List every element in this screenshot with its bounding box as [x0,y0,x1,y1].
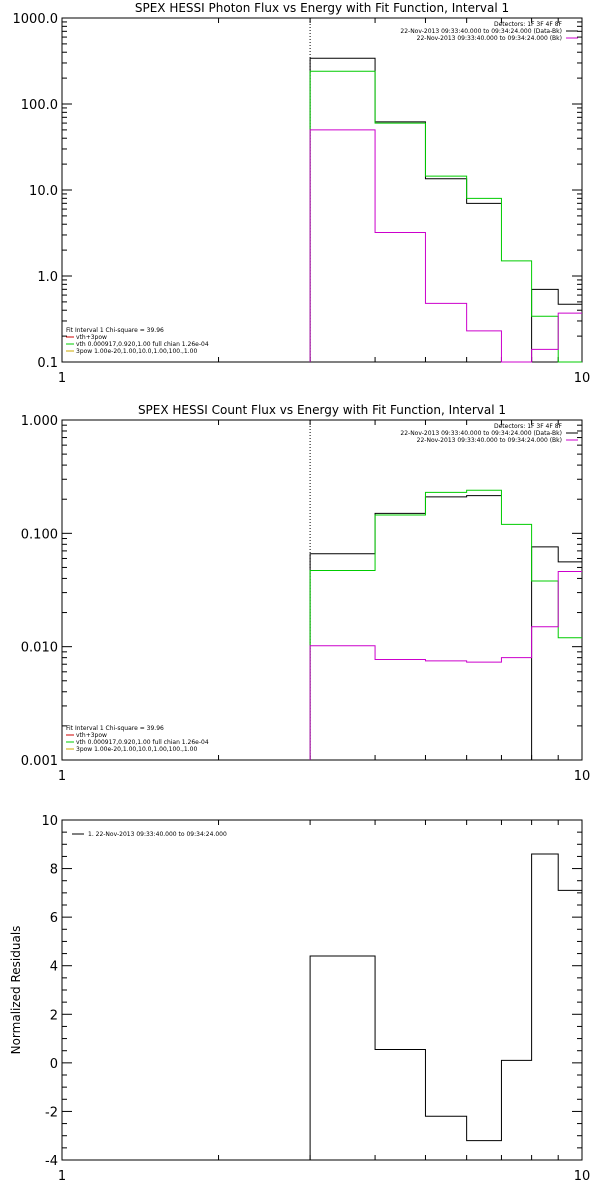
y-tick-label: 100.0 [21,98,58,113]
y-tick-label: 0.010 [21,641,58,656]
x-tick-label: 10 [574,769,591,784]
legend-text: 22-Nov-2013 09:33:40.000 to 09:34:24.000… [400,28,562,35]
fit-legend-text: vth+3pow [76,334,107,341]
fit-legend-text: 3pow 1.00e-20,1.00,10.0,1.00,100.,1.00 [76,746,197,753]
chart-panel-3: -4 -2 0 2 4 6 8 10 1 10 Normalized Residuals 1. 22-… [9,814,590,1184]
chart-title: SPEX HESSI Photon Flux vs Energy with Fi… [135,1,509,15]
y-tick-label: 1000.0 [13,12,59,27]
fit-legend-text: vth 0.000917,0.920,1.00 full chian 1.26e… [76,739,209,746]
x-tick-label: 1 [58,371,66,386]
x-tick-label: 1 [58,1169,66,1184]
y-tick-label: 10 [41,814,58,829]
y-tick-label: 0.100 [21,527,58,542]
x-tick-label: 1 [58,769,66,784]
plot-frame [61,419,583,761]
x-tick-label: 10 [574,371,591,386]
legend-text: 22-Nov-2013 09:33:40.000 to 09:34:24.000… [417,437,562,444]
legend-text: 22-Nov-2013 09:33:40.000 to 09:34:24.000… [417,35,562,42]
series-line-fit [309,70,582,363]
legend-text: Detectors: 1F 3F 4F 8F [494,21,563,28]
fit-legend-text: Fit Interval 1 Chi-square = 39.96 [66,725,164,732]
plot-frame [61,819,583,1161]
legend-text: 22-Nov-2013 09:33:40.000 to 09:34:24.000… [400,430,562,437]
y-tick-label: 1.0 [37,270,58,285]
y-tick-label: 2 [50,1008,58,1023]
x-tick-label: 10 [574,1169,591,1184]
chart-panel-2: SPEX HESSI Count Flux vs Energy with Fit… [21,403,590,784]
y-tick-label: 0.1 [37,356,58,371]
y-tick-label: 10.0 [29,184,58,199]
plot-frame [61,17,583,363]
series-line-residuals [309,853,582,1160]
chart-title: SPEX HESSI Count Flux vs Energy with Fit… [138,403,506,417]
y-tick-label: -4 [45,1154,58,1169]
legend-text: 1. 22-Nov-2013 09:33:40.000 to 09:34:24.… [88,831,227,838]
y-tick-label: -2 [45,1105,58,1120]
y-tick-label: 4 [50,960,58,975]
y-tick-label: 6 [50,911,58,926]
fit-legend-text: 3pow 1.00e-20,1.00,10.0,1.00,100.,1.00 [76,348,197,355]
series-line-bk [309,571,582,760]
series-line-fit [309,489,582,760]
fit-legend-text: vth 0.000917,0.920,1.00 full chian 1.26e… [76,341,209,348]
y-tick-label: 0.001 [21,754,58,769]
y-axis-label: Normalized Residuals [9,926,23,1055]
fit-legend-text: vth+3pow [76,732,107,739]
chart-panel-1: SPEX HESSI Photon Flux vs Energy with Fi… [13,1,591,386]
y-tick-label: 8 [50,863,58,878]
series-line-bk [309,129,582,363]
y-tick-label: 0 [50,1057,58,1072]
series-line-data-bk [309,495,582,760]
legend-text: Detectors: 1F 3F 4F 8F [494,423,563,430]
y-tick-label: 1.000 [21,414,58,429]
fit-legend-text: Fit Interval 1 Chi-square = 39.96 [66,327,164,334]
